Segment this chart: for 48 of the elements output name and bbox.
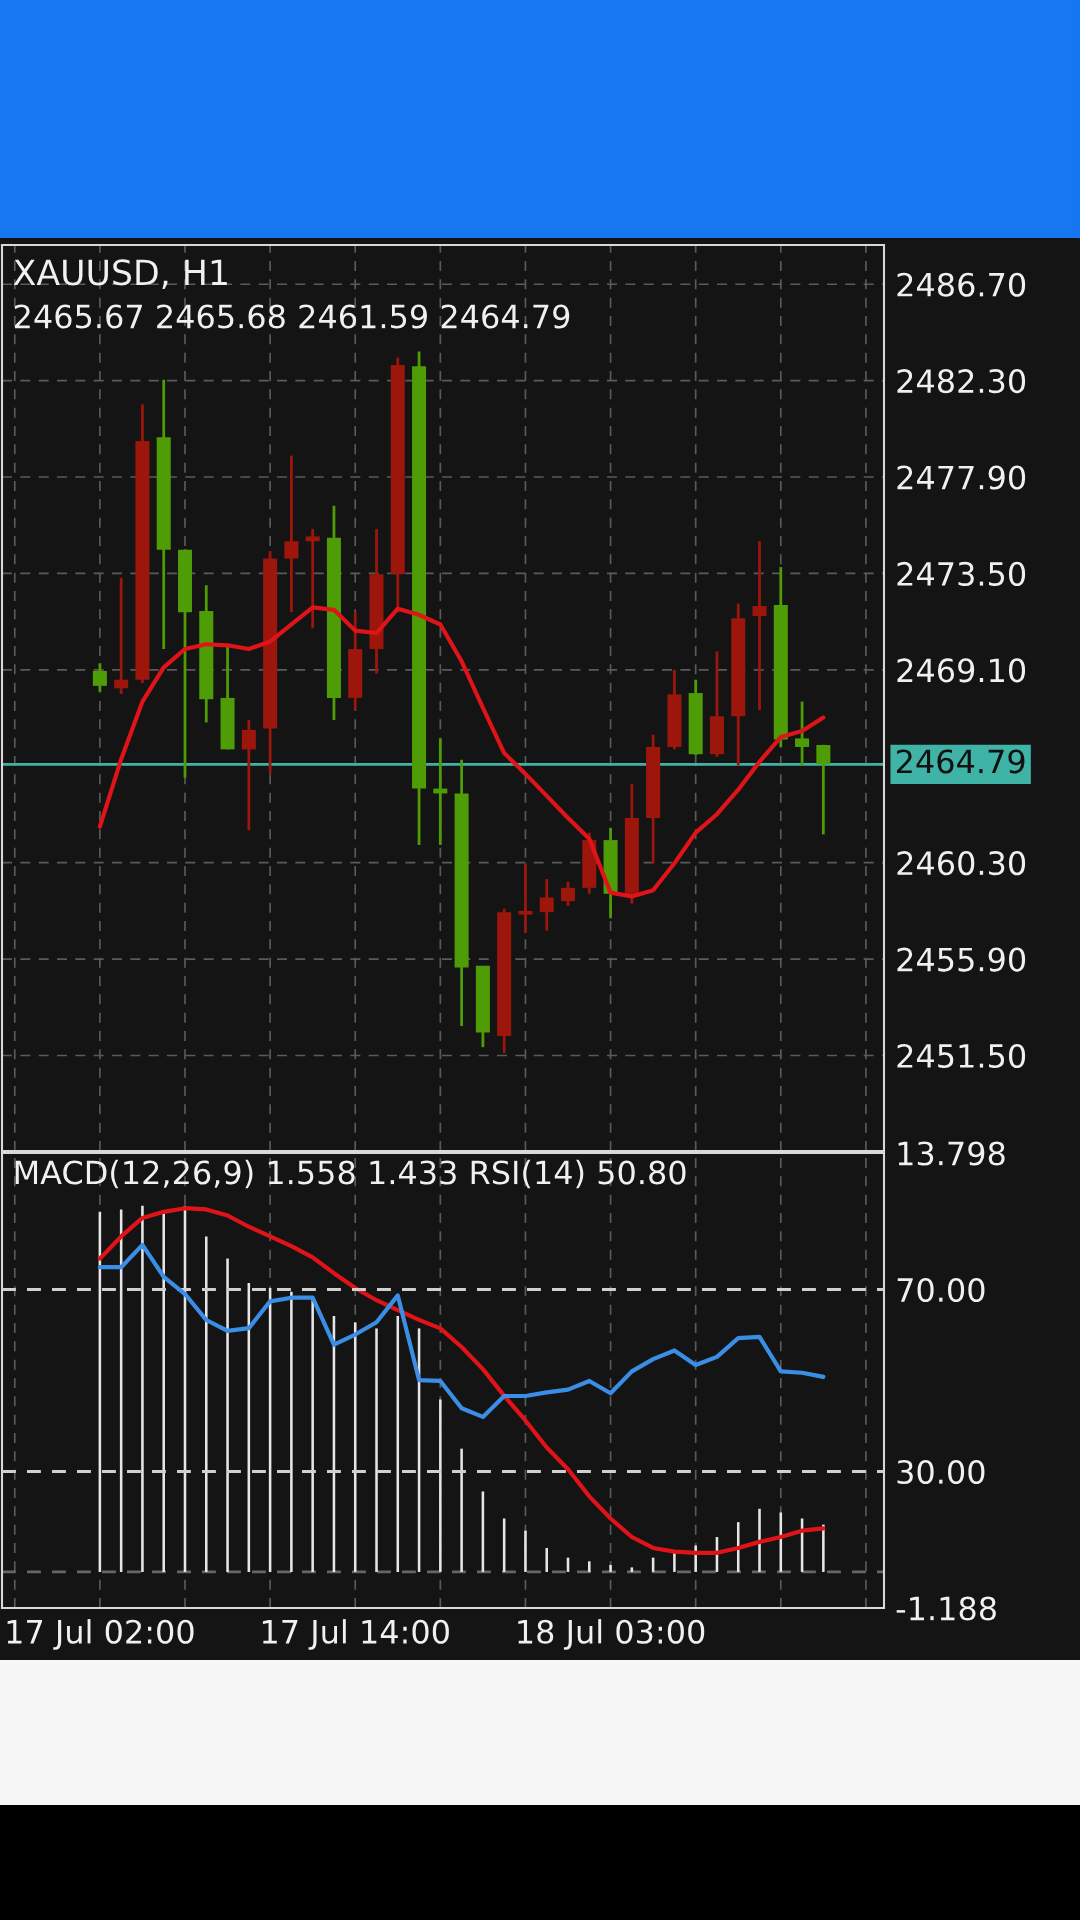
candlestick <box>241 718 256 832</box>
bar <box>758 1508 761 1572</box>
y-tick-label: 13.798 <box>898 1141 1005 1166</box>
bar <box>673 1552 676 1572</box>
y-tick-label: 2477.90 <box>897 465 1026 490</box>
candlestick <box>752 539 767 712</box>
chart-title: MACD(12,26,9) 1.558 1.433 RSI(14) 50.80 <box>15 1159 686 1189</box>
y-tick-label: 2473.50 <box>897 561 1026 587</box>
line-series <box>97 1206 826 1555</box>
bar <box>460 1448 463 1572</box>
candlestick <box>284 454 299 614</box>
y-tick-label: 2451.50 <box>897 1043 1026 1069</box>
x-tick-label: 17 Jul 14:00 <box>262 1619 449 1650</box>
candlestick <box>92 661 107 694</box>
ref-line-label: 2464.79 <box>896 749 1025 774</box>
bar <box>822 1524 825 1572</box>
bar <box>353 1322 357 1572</box>
y2-tick-label: 70.00 <box>897 1277 985 1303</box>
bar <box>226 1258 229 1572</box>
candlestick <box>518 861 533 935</box>
bar <box>545 1547 549 1572</box>
line-series <box>97 1242 826 1419</box>
y2-tick-label: 30.00 <box>897 1459 985 1485</box>
x-tick-label: 18 Jul 03:00 <box>518 1619 705 1650</box>
bar <box>588 1561 591 1572</box>
line-series <box>97 605 826 899</box>
y-tick-label: 2460.30 <box>897 851 1026 876</box>
bar <box>736 1522 740 1572</box>
bar <box>375 1328 378 1572</box>
candlestick <box>816 743 831 836</box>
y-tick-label: 2482.30 <box>897 369 1026 394</box>
y-tick-label: 2469.10 <box>897 658 1026 683</box>
bar <box>141 1205 144 1572</box>
bar <box>311 1297 314 1572</box>
candlestick <box>114 576 129 696</box>
candlestick <box>539 877 554 932</box>
bar <box>162 1211 165 1572</box>
bar <box>290 1291 293 1572</box>
bar <box>205 1236 208 1572</box>
y-tick-label: 2455.90 <box>897 947 1026 972</box>
y-tick-label: 2486.70 <box>897 272 1026 297</box>
candlestick <box>305 527 320 630</box>
candlestick <box>795 700 810 767</box>
y-tick-label: -1.188 <box>896 1596 996 1621</box>
text: 2465.67 2465.68 2461.59 2464.79 <box>14 304 570 329</box>
x-tick-label: 17 Jul 02:00 <box>7 1619 194 1650</box>
chart-title: XAUUSD, H1 <box>13 259 227 290</box>
candlestick <box>560 880 576 908</box>
